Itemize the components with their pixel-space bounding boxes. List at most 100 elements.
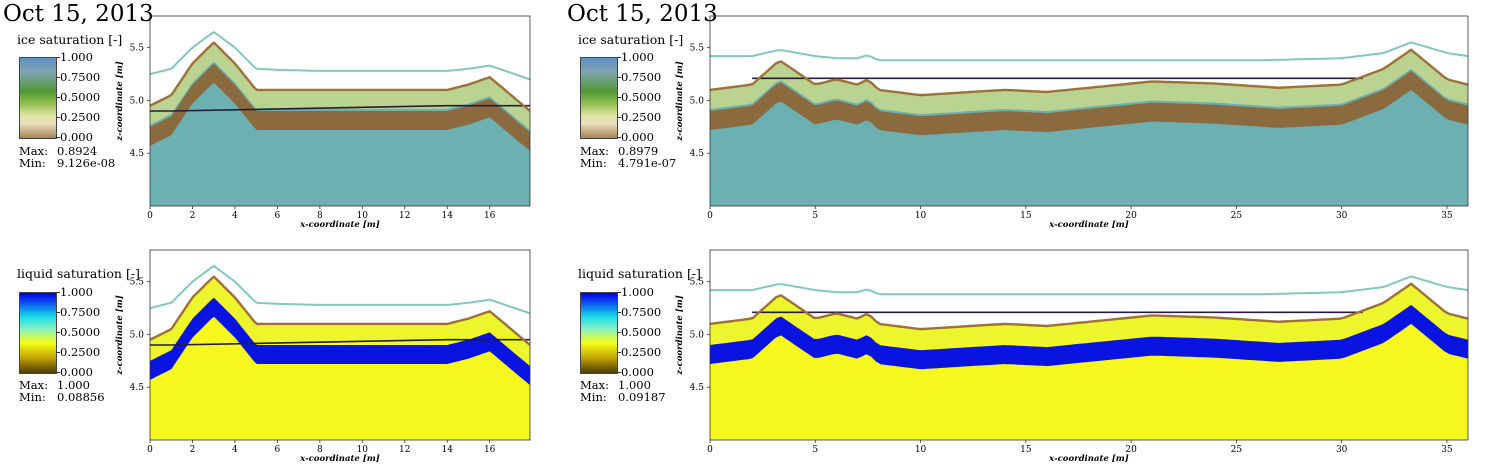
saturation-band [150, 63, 530, 152]
section-plot: 0 5 10 15 20 25 30 35 5.5 5.0 4.5 x-coordinate [m] z… [675, 15, 1469, 230]
surface-layer [150, 42, 530, 130]
colorbar-tick: 0.000 [617, 365, 654, 379]
x-tick-label: 15 [1020, 211, 1032, 221]
ground-surface-line [150, 275, 530, 346]
x-tick-label: 35 [1441, 445, 1453, 455]
colorbar-tick: 0.5000 [55, 325, 101, 339]
x-tick-label: 4 [232, 445, 238, 455]
snow-surface-line [150, 31, 530, 81]
field-name: liquid saturation [-] [17, 266, 140, 281]
x-tick-label: 12 [399, 211, 410, 221]
x-tick-label: 10 [357, 445, 369, 455]
plot-frame [709, 249, 1469, 441]
x-axis-title: x-coordinate [m] [299, 454, 380, 464]
surface-layer [150, 276, 530, 364]
field-name: liquid saturation [-] [578, 266, 701, 281]
date-label: Oct 15, 2013 [567, 1, 718, 27]
water-table-line [150, 338, 530, 346]
y-tick-label: 5.0 [130, 330, 145, 340]
y-tick-label: 5.5 [130, 278, 145, 288]
colorbar [19, 292, 57, 374]
field-layer [150, 31, 530, 206]
x-tick-label: 5 [812, 211, 818, 221]
colorbar-tick: 1.000 [617, 285, 654, 299]
max-readout: Max: 1.000 [19, 379, 90, 391]
y-tick-label: 4.5 [130, 383, 145, 393]
min-readout: Min: 0.09187 [580, 391, 666, 403]
colorbar-tick: 0.5000 [55, 90, 101, 104]
x-tick-label: 16 [484, 445, 496, 455]
colorbar-tick: 1.000 [56, 50, 93, 64]
x-tick-label: 20 [1125, 211, 1137, 221]
ground-surface-line [710, 48, 1468, 97]
y-tick-label: 4.5 [690, 383, 705, 393]
x-tick-label: 2 [190, 211, 196, 221]
date-label: Oct 15, 2013 [3, 1, 154, 27]
max-value: 1.000 [57, 378, 90, 392]
x-tick-label: 16 [484, 211, 496, 221]
colorbar-tick: 1.000 [617, 50, 654, 64]
x-tick-label: 20 [1125, 445, 1137, 455]
colorbar-tick: 0.7500 [55, 70, 101, 84]
colorbar-tick: 0.7500 [616, 70, 662, 84]
x-tick-label: 0 [147, 445, 153, 455]
max-readout: Max: 0.8924 [19, 145, 97, 157]
y-axis-title: z-coordinate [m] [675, 295, 685, 376]
x-tick-label: 14 [441, 445, 453, 455]
max-readout: Max: 0.8979 [580, 145, 658, 157]
y-tick-label: 5.0 [690, 330, 705, 340]
x-tick-label: 0 [707, 211, 713, 221]
y-tick-label: 5.5 [690, 278, 705, 288]
plot-frame [149, 15, 531, 207]
colorbar [19, 57, 57, 139]
colorbar-tick: 0.5000 [616, 325, 662, 339]
x-tick-label: 6 [275, 211, 281, 221]
y-tick-label: 5.0 [130, 96, 145, 106]
y-tick-label: 5.5 [690, 44, 705, 54]
x-axis-title: x-coordinate [m] [1048, 454, 1129, 464]
x-tick-label: 6 [275, 445, 281, 455]
x-axis-title: x-coordinate [m] [1048, 220, 1129, 230]
plot-frame [709, 15, 1469, 207]
colorbar-tick: 0.7500 [55, 305, 101, 319]
max-value: 0.8924 [57, 144, 98, 158]
x-tick-label: 25 [1231, 211, 1243, 221]
colorbar-tick: 0.2500 [616, 345, 662, 359]
x-tick-label: 12 [399, 445, 410, 455]
colorbar-tick: 0.2500 [55, 345, 101, 359]
x-tick-label: 30 [1336, 445, 1348, 455]
max-readout: Max: 1.000 [580, 379, 651, 391]
surface-layer [710, 49, 1468, 114]
saturation-band [710, 70, 1468, 136]
x-tick-label: 15 [1020, 445, 1032, 455]
snow-surface-line [710, 41, 1468, 62]
field-layer [710, 275, 1468, 440]
colorbar [580, 292, 618, 374]
field-name: ice saturation [-] [17, 32, 123, 47]
max-label: Max: [19, 378, 48, 392]
min-label: Min: [19, 156, 46, 170]
x-tick-label: 25 [1231, 445, 1243, 455]
x-tick-label: 8 [317, 211, 323, 221]
colorbar-tick: 1.000 [56, 285, 93, 299]
x-tick-label: 30 [1336, 211, 1348, 221]
min-value: 9.126e-08 [57, 156, 116, 170]
max-value: 0.8979 [618, 144, 659, 158]
x-tick-label: 14 [441, 211, 453, 221]
surface-layer [710, 283, 1468, 348]
section-plot: 0 5 10 15 20 25 30 35 5.5 5.0 4.5 x-coordinate [m] z… [675, 249, 1469, 464]
max-label: Max: [19, 144, 48, 158]
min-label: Min: [19, 390, 46, 404]
ground-surface-line [150, 41, 530, 112]
colorbar-tick: 0.000 [617, 130, 654, 144]
min-value: 0.09187 [618, 390, 666, 404]
saturation-band [710, 304, 1468, 370]
y-axis-title: z-coordinate [m] [115, 295, 125, 376]
x-axis-title: x-coordinate [m] [299, 220, 380, 230]
y-tick-label: 4.5 [130, 149, 145, 159]
max-label: Max: [580, 378, 609, 392]
x-tick-label: 4 [232, 211, 238, 221]
y-axis-title: z-coordinate [m] [675, 61, 685, 142]
snow-surface-line [150, 265, 530, 315]
x-tick-label: 10 [915, 211, 927, 221]
